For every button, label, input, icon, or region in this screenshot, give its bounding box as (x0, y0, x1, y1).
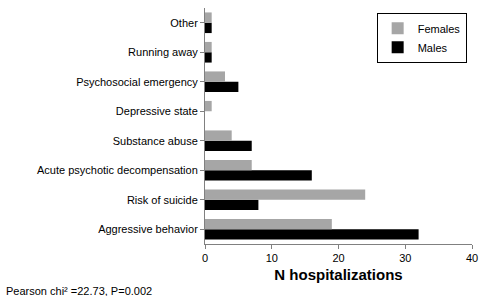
svg-text:Psychosocial emergency: Psychosocial emergency (76, 76, 198, 88)
svg-text:0: 0 (202, 252, 208, 264)
svg-text:Males: Males (418, 42, 448, 54)
svg-text:Running away: Running away (128, 46, 198, 58)
svg-text:10: 10 (266, 252, 278, 264)
svg-text:40: 40 (466, 252, 478, 264)
svg-text:Aggressive behavior: Aggressive behavior (98, 223, 198, 235)
svg-text:20: 20 (332, 252, 344, 264)
svg-text:Depressive state: Depressive state (116, 105, 198, 117)
svg-text:N hospitalizations: N hospitalizations (274, 266, 402, 283)
svg-text:Females: Females (418, 23, 461, 35)
svg-text:30: 30 (399, 252, 411, 264)
svg-text:Acute psychotic decompensation: Acute psychotic decompensation (37, 164, 198, 176)
svg-text:Pearson chi² =22.73, P=0.002: Pearson chi² =22.73, P=0.002 (6, 285, 152, 296)
svg-text:Substance abuse: Substance abuse (113, 135, 198, 147)
svg-text:Risk of suicide: Risk of suicide (127, 194, 198, 206)
svg-text:Other: Other (170, 17, 198, 29)
